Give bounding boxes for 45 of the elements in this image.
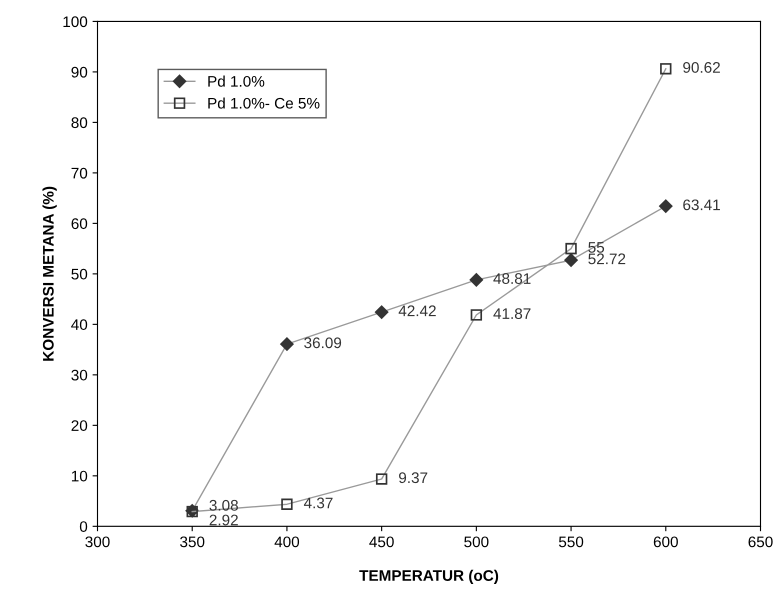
y-tick-label: 90 [72,66,88,78]
data-label: 9.37 [399,472,428,484]
y-tick-label: 100 [63,16,88,28]
data-label: 63.41 [683,199,720,210]
legend-label: Pd 1.0%- Ce 5% [208,97,320,109]
data-label: 2.92 [210,514,238,526]
y-axis-title: KONVERSI METANA (%) [42,186,57,361]
x-axis-title: TEMPERATUR (oC) [359,570,498,584]
data-label: 3.08 [209,500,238,511]
point [659,199,673,213]
x-tick-label: 350 [180,536,204,548]
data-label: 90.62 [683,62,720,73]
data-label: 52.72 [588,253,626,264]
point [280,337,294,351]
data-label: 48.81 [493,273,531,284]
point [281,498,293,510]
y-tick-label: 0 [80,521,88,532]
data-label: 41.87 [493,308,530,320]
y-tick-label: 60 [72,218,88,230]
x-tick-label: 500 [464,536,489,548]
data-label: 4.37 [304,498,333,508]
point [564,253,578,267]
x-tick-label: 550 [558,536,584,548]
point [376,473,388,485]
point [470,273,484,287]
point [470,309,482,321]
data-label: 55 [588,242,604,253]
x-tick-label: 600 [654,536,678,548]
y-tick-label: 20 [72,420,88,432]
x-tick-label: 400 [274,536,300,548]
data-label: 36.09 [304,337,342,348]
y-tick-label: 50 [71,268,88,280]
point [565,242,577,254]
y-tick-label: 30 [71,370,88,381]
y-tick-label: 70 [72,168,88,179]
y-tick-label: 10 [72,470,88,482]
y-tick-label: 80 [71,117,88,128]
legend-label: Pd 1.0% [208,76,264,87]
x-tick-label: 450 [369,536,394,548]
y-tick-label: 40 [71,319,88,330]
x-tick-label: 300 [85,536,110,548]
data-label: 42.42 [398,305,436,316]
point [660,63,672,74]
x-tick-label: 650 [748,536,773,548]
point [374,305,388,319]
